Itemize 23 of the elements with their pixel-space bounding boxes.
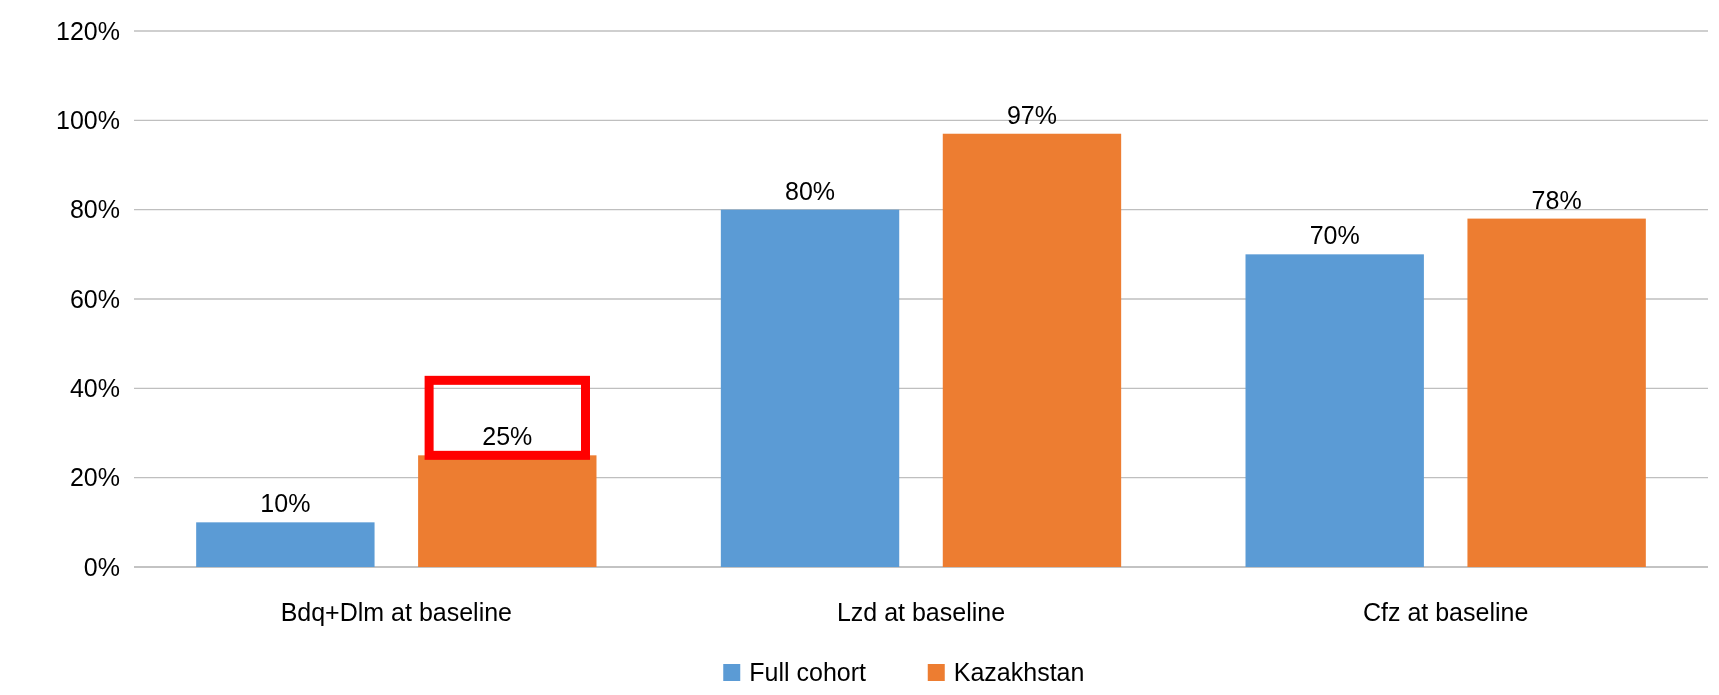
y-tick-label: 40%	[69, 374, 120, 403]
y-tick-label: 80%	[69, 195, 120, 224]
data-label: 70%	[1309, 221, 1360, 250]
y-tick-label: 120%	[56, 16, 120, 45]
data-label: 25%	[482, 422, 533, 451]
data-label: 78%	[1531, 185, 1582, 214]
y-tick-label: 60%	[69, 284, 120, 313]
bar	[1467, 218, 1646, 567]
data-label: 10%	[260, 489, 311, 518]
bar	[942, 133, 1122, 567]
bar	[1245, 254, 1424, 567]
x-tick-label: Lzd at baseline	[836, 598, 1006, 626]
legend-label: Kazakhstan	[953, 658, 1085, 687]
bar	[196, 522, 375, 567]
y-tick-label: 100%	[56, 106, 120, 135]
x-tick-label: Bdq+Dlm at baseline	[280, 598, 513, 626]
bar	[720, 209, 900, 567]
y-tick-label: 0%	[83, 552, 120, 581]
legend-label: Full cohort	[749, 658, 867, 687]
x-tick-label: Cfz at baseline	[1362, 598, 1529, 626]
data-label: 97%	[1006, 100, 1057, 129]
data-label: 80%	[785, 176, 836, 205]
y-tick-label: 20%	[69, 463, 120, 492]
